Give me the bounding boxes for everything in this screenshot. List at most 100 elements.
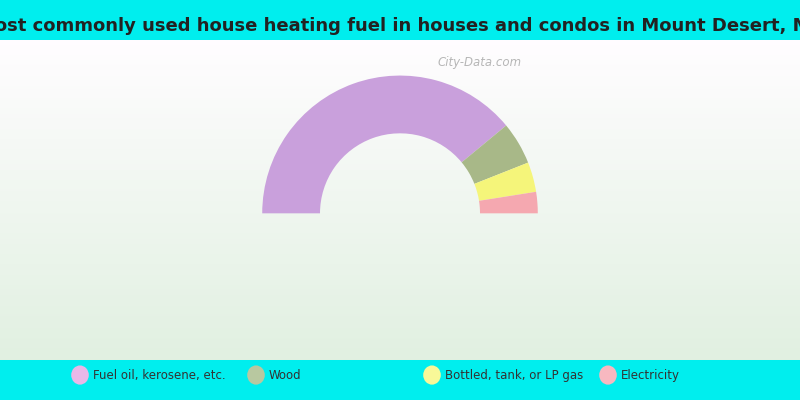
Bar — [0, 56, 800, 58]
Bar — [0, 159, 800, 160]
Bar — [0, 94, 800, 95]
Bar — [0, 290, 800, 291]
Bar — [0, 235, 800, 236]
Bar — [0, 209, 800, 210]
Bar — [0, 158, 800, 159]
Bar — [0, 256, 800, 258]
Bar — [0, 69, 800, 70]
Bar — [0, 196, 800, 198]
Bar — [0, 300, 800, 301]
Bar — [0, 230, 800, 231]
Bar — [0, 346, 800, 348]
Bar — [0, 205, 800, 206]
Bar — [0, 229, 800, 230]
Bar — [0, 146, 800, 148]
Wedge shape — [262, 76, 506, 213]
Bar — [0, 118, 800, 119]
Bar — [0, 111, 800, 112]
Bar — [0, 200, 800, 201]
Bar — [0, 89, 800, 90]
Bar — [0, 108, 800, 109]
Bar — [0, 148, 800, 149]
Bar — [0, 131, 800, 132]
Bar — [0, 99, 800, 100]
Bar — [0, 239, 800, 240]
Bar — [0, 182, 800, 184]
Bar — [0, 252, 800, 254]
Bar — [0, 101, 800, 102]
Bar — [0, 316, 800, 318]
Bar — [0, 152, 800, 154]
Bar — [0, 272, 800, 274]
Bar — [0, 154, 800, 155]
Bar — [0, 260, 800, 261]
Bar — [0, 309, 800, 310]
Bar — [0, 156, 800, 158]
Bar — [0, 266, 800, 268]
Text: Fuel oil, kerosene, etc.: Fuel oil, kerosene, etc. — [93, 368, 226, 382]
Bar — [0, 275, 800, 276]
Bar — [0, 248, 800, 249]
Bar — [0, 121, 800, 122]
Bar — [0, 125, 800, 126]
Bar — [0, 140, 800, 141]
Bar — [0, 68, 800, 69]
Bar — [0, 264, 800, 265]
Bar — [0, 225, 800, 226]
Bar — [0, 42, 800, 44]
Bar — [0, 315, 800, 316]
Bar — [0, 150, 800, 151]
Bar — [0, 92, 800, 94]
Bar — [0, 345, 800, 346]
Bar — [0, 222, 800, 224]
Bar — [0, 236, 800, 238]
Bar — [0, 349, 800, 350]
Bar — [0, 280, 800, 281]
Bar — [0, 98, 800, 99]
Bar — [0, 259, 800, 260]
Wedge shape — [474, 163, 536, 201]
Bar — [0, 79, 800, 80]
Bar — [0, 269, 800, 270]
Bar — [0, 149, 800, 150]
Bar — [0, 49, 800, 50]
Bar — [0, 145, 800, 146]
Bar — [0, 176, 800, 178]
Bar — [0, 334, 800, 335]
Bar — [0, 174, 800, 175]
Wedge shape — [479, 192, 538, 213]
Bar — [0, 306, 800, 308]
Bar — [0, 305, 800, 306]
Bar — [0, 294, 800, 295]
Bar — [0, 105, 800, 106]
Bar — [0, 180, 800, 181]
Bar — [0, 80, 800, 81]
Bar — [0, 251, 800, 252]
Text: Wood: Wood — [269, 368, 302, 382]
Bar — [0, 208, 800, 209]
Bar — [0, 244, 800, 245]
Bar — [0, 186, 800, 188]
Bar — [0, 126, 800, 128]
Bar — [0, 212, 800, 214]
Bar — [0, 135, 800, 136]
Bar — [0, 50, 800, 51]
Bar — [0, 331, 800, 332]
Bar — [0, 210, 800, 211]
Ellipse shape — [423, 366, 441, 385]
Bar — [0, 172, 800, 174]
Bar — [0, 282, 800, 284]
Bar — [0, 276, 800, 278]
Bar — [0, 75, 800, 76]
Bar — [0, 169, 800, 170]
Bar — [0, 321, 800, 322]
Bar — [0, 138, 800, 139]
Bar — [0, 295, 800, 296]
Bar — [0, 302, 800, 304]
Bar — [0, 59, 800, 60]
Bar — [0, 175, 800, 176]
Bar — [0, 144, 800, 145]
Bar — [0, 270, 800, 271]
Bar — [0, 168, 800, 169]
Bar — [0, 190, 800, 191]
